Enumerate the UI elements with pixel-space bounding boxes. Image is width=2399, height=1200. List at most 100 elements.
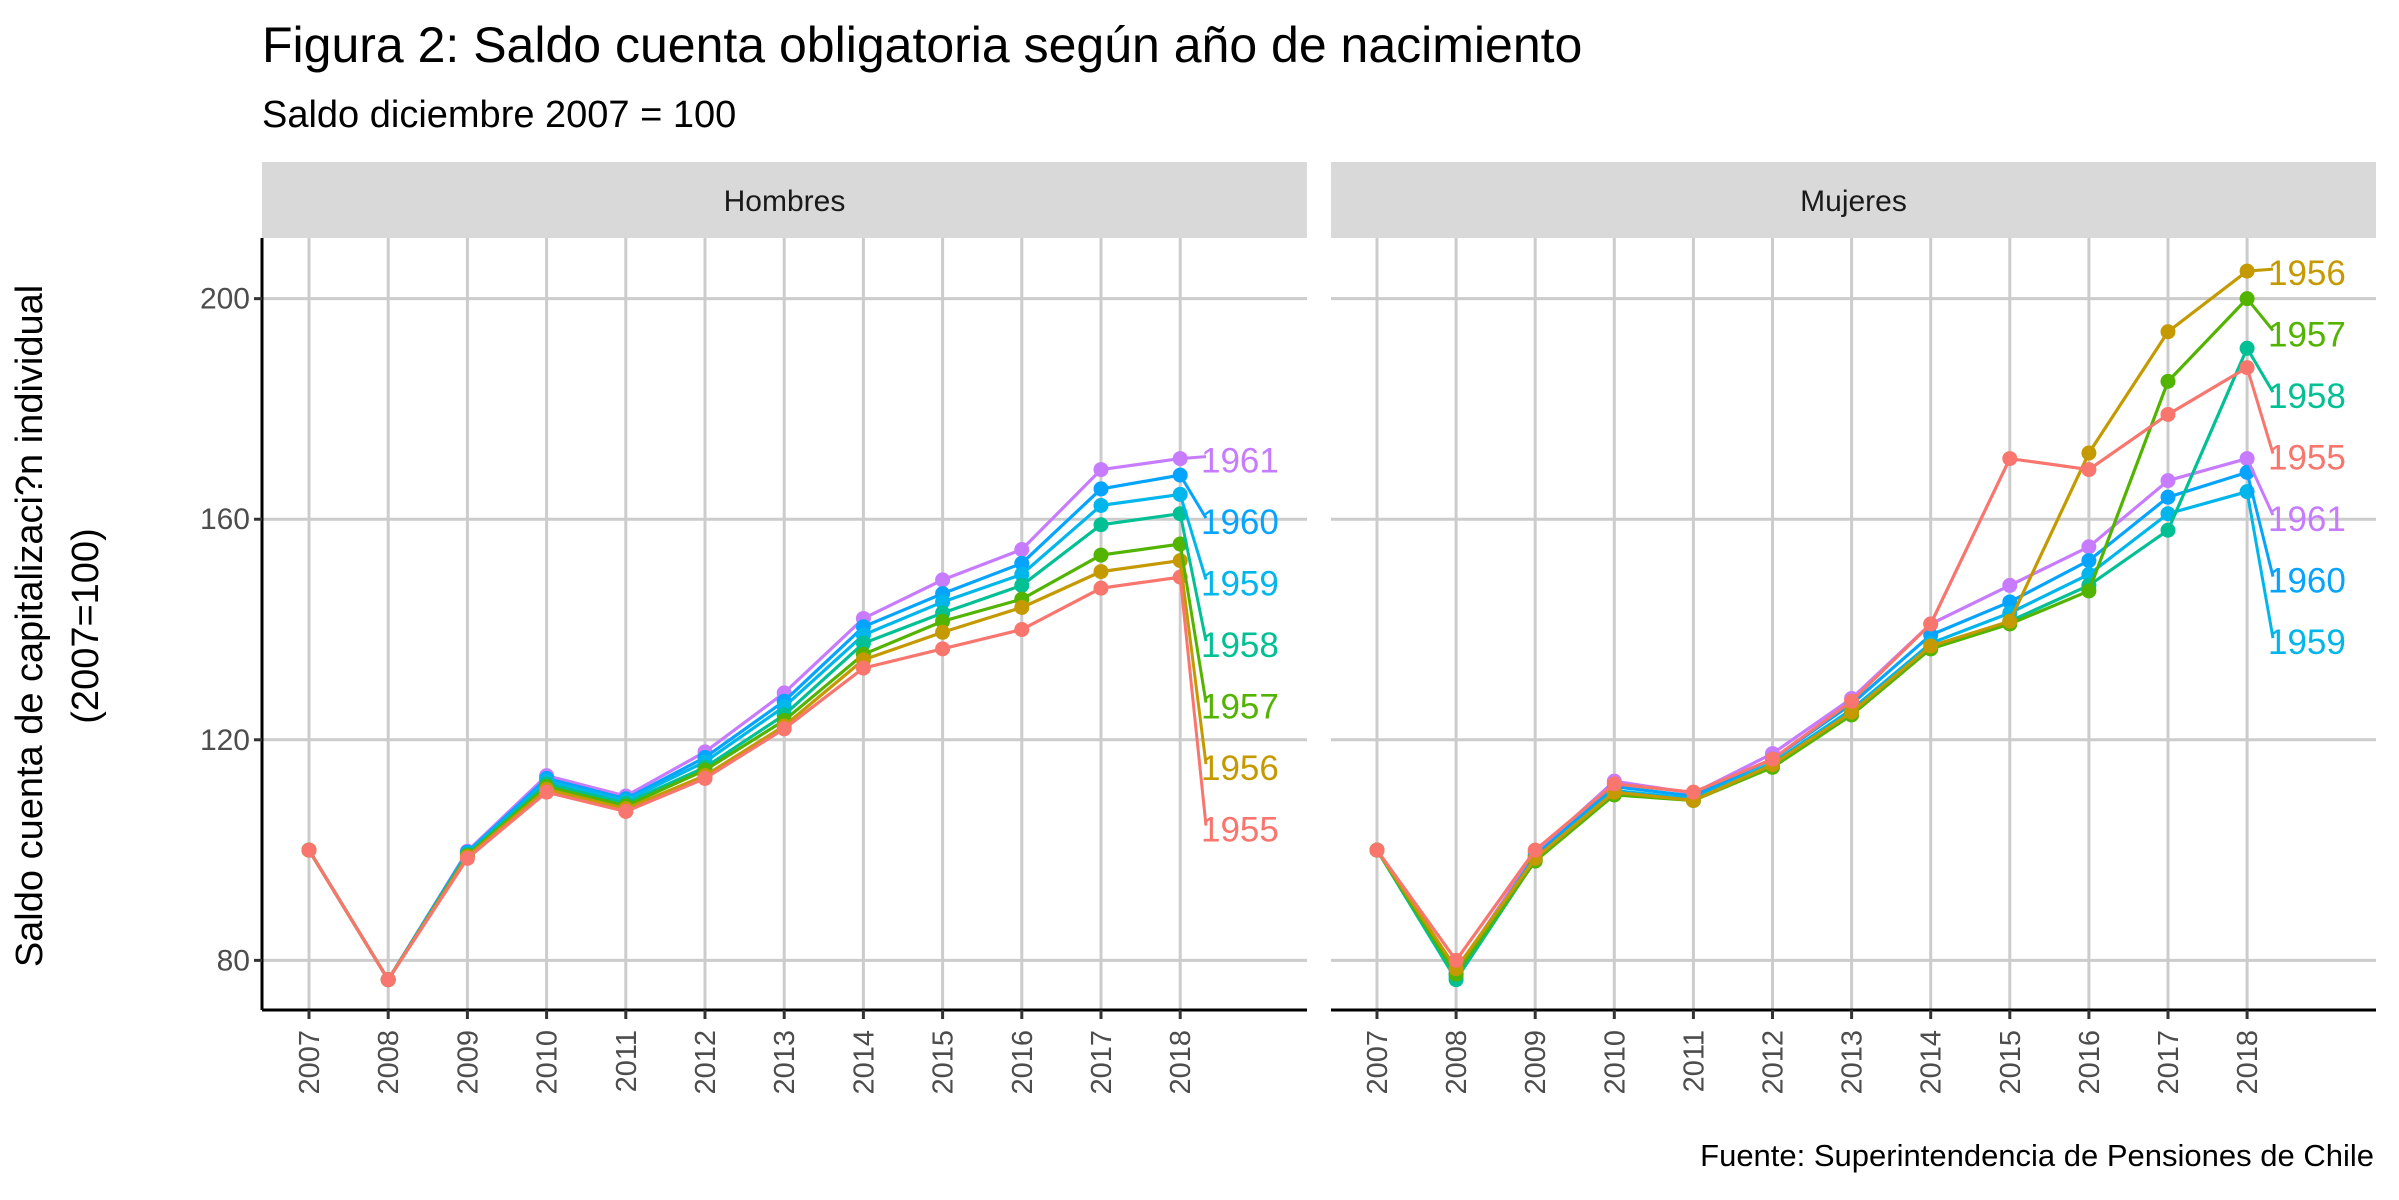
x-tick-label-2007: 2007 — [294, 1030, 326, 1095]
data-point-1960-2015 — [2002, 594, 2018, 610]
data-point-1955-2011 — [1685, 784, 1701, 800]
y-tick-label-160: 160 — [200, 503, 250, 536]
x-tick-label-2017: 2017 — [2153, 1030, 2185, 1095]
data-point-1960-2016 — [2081, 553, 2097, 569]
series-label-1959: 1959 — [1201, 565, 1279, 604]
data-point-1956-2013 — [1844, 704, 1860, 720]
data-point-1955-2011 — [618, 803, 634, 819]
series-label-1957: 1957 — [2268, 316, 2346, 355]
series-line-1958 — [1375, 347, 2249, 983]
x-tick-label-2016: 2016 — [2074, 1030, 2106, 1095]
data-point-1956-2014 — [1923, 638, 1939, 654]
series-line-1957 — [1375, 297, 2249, 978]
label-leader-1958 — [1178, 513, 1208, 642]
label-leader-1959 — [1178, 493, 1208, 581]
label-leader-1958 — [2245, 347, 2275, 393]
series-group-mujeres — [1369, 263, 2255, 988]
data-point-1958-2016 — [1014, 577, 1030, 593]
data-point-1955-2014 — [1923, 616, 1939, 632]
label-leader-1961 — [1180, 455, 1207, 461]
y-tick-labels: 80 120 160 200 — [200, 283, 250, 978]
series-label-1955: 1955 — [2268, 439, 2346, 478]
series-label-1959: 1959 — [2268, 623, 2346, 662]
data-point-1957-2017 — [1093, 547, 1109, 563]
data-point-1957-2015 — [935, 613, 951, 629]
label-leader-1957 — [2245, 297, 2275, 332]
data-point-1955-2016 — [1014, 622, 1030, 638]
series-line-1956 — [1375, 269, 2249, 972]
data-point-1958-2017 — [1093, 517, 1109, 533]
data-point-1960-2017 — [1093, 481, 1109, 497]
data-point-1955-2017 — [2160, 406, 2176, 422]
data-point-1955-2010 — [1606, 776, 1622, 792]
x-tick-label-2013: 2013 — [769, 1030, 801, 1095]
series-label-1956: 1956 — [1201, 749, 1279, 788]
series-label-1955: 1955 — [1201, 811, 1279, 850]
data-point-1955-2012 — [1765, 751, 1780, 767]
data-point-1956-2017 — [2160, 324, 2176, 340]
strip-label-mujeres: Mujeres — [1800, 185, 1907, 218]
x-tick-label-2010: 2010 — [532, 1030, 564, 1095]
axes-mujeres: 2007 2008 2009 2010 2011 2012 2013 2014 2015 2016… — [1331, 1008, 2376, 1095]
strip-hombres — [262, 162, 1307, 238]
x-tick-label-2007: 2007 — [1362, 1030, 1394, 1095]
data-point-1955-2013 — [776, 721, 792, 737]
y-tick-label-80: 80 — [217, 944, 250, 977]
data-point-1960-2017 — [2160, 489, 2176, 505]
data-point-1955-2009 — [1527, 842, 1543, 858]
panel-hombres: Hombres 1961 1960 1959 1958 1957 1956 1955 200… — [254, 162, 1307, 1095]
x-tick-label-2015: 2015 — [928, 1030, 960, 1095]
caption: Fuente: Superintendencia de Pensiones de… — [1700, 1138, 2374, 1173]
x-tick-label-2009: 2009 — [452, 1030, 484, 1095]
x-tick-label-2018: 2018 — [1165, 1030, 1197, 1095]
data-point-1956-2016 — [2081, 445, 2097, 461]
x-tick-label-2014: 2014 — [1916, 1030, 1948, 1095]
y-tick-label-200: 200 — [200, 283, 250, 316]
label-leader-1955 — [2245, 367, 2275, 455]
series-group-hombres — [301, 451, 1188, 988]
series-label-1961: 1961 — [1201, 442, 1279, 481]
chart-title: Figura 2: Saldo cuenta obligatoria según… — [262, 17, 1582, 73]
series-label-1960: 1960 — [1201, 503, 1279, 542]
grid-mujeres — [1331, 238, 2376, 1010]
label-leader-1960 — [1178, 474, 1208, 519]
label-leader-1959 — [2245, 491, 2275, 639]
label-leader-1955 — [1178, 576, 1208, 826]
grid-hombres — [262, 238, 1307, 1010]
x-tick-label-2008: 2008 — [1441, 1030, 1473, 1095]
series-line-1955 — [1375, 366, 2248, 964]
label-leader-1960 — [2245, 471, 2275, 577]
strip-mujeres — [1331, 162, 2376, 238]
series-labels-hombres: 1961 1960 1959 1958 1957 1956 1955 — [1178, 442, 1279, 850]
data-point-1955-2013 — [1844, 693, 1860, 709]
data-point-1955-2007 — [1369, 842, 1385, 858]
data-point-1955-2014 — [855, 660, 871, 676]
data-point-1955-2015 — [935, 641, 951, 657]
data-point-1955-2012 — [697, 770, 713, 786]
data-point-1956-2016 — [1014, 599, 1030, 615]
x-tick-label-2016: 2016 — [1007, 1030, 1039, 1095]
data-point-1959-2017 — [2160, 506, 2176, 522]
x-tick-label-2014: 2014 — [848, 1030, 880, 1095]
series-label-1958: 1958 — [2268, 377, 2346, 416]
x-tick-label-2010: 2010 — [1599, 1030, 1631, 1095]
data-point-1955-2009 — [459, 850, 475, 866]
series-labels-mujeres: 1956 1957 1958 1955 1961 1960 1959 — [2245, 254, 2346, 662]
data-point-1956-2017 — [1093, 564, 1109, 580]
data-point-1959-2017 — [1093, 497, 1109, 513]
data-point-1958-2017 — [2160, 522, 2176, 538]
x-tick-label-2015: 2015 — [1995, 1030, 2027, 1095]
panel-mujeres: Mujeres 1956 1957 1958 1955 1961 1960 1959 200… — [1331, 162, 2376, 1095]
strip-label-hombres: Hombres — [724, 185, 846, 218]
data-point-1959-2015 — [935, 594, 951, 610]
series-label-1958: 1958 — [1201, 626, 1279, 665]
y-tick-label-120: 120 — [200, 724, 250, 757]
series-line-1957 — [307, 542, 1181, 983]
data-point-1955-2017 — [1093, 580, 1109, 596]
data-point-1961-2016 — [2081, 539, 2097, 555]
y-axis-title-line1: Saldo cuenta de capitalizaci?n individua… — [9, 285, 51, 967]
x-tick-label-2018: 2018 — [2232, 1030, 2264, 1095]
data-point-1961-2015 — [2002, 577, 2018, 593]
series-label-1956: 1956 — [2268, 254, 2346, 293]
